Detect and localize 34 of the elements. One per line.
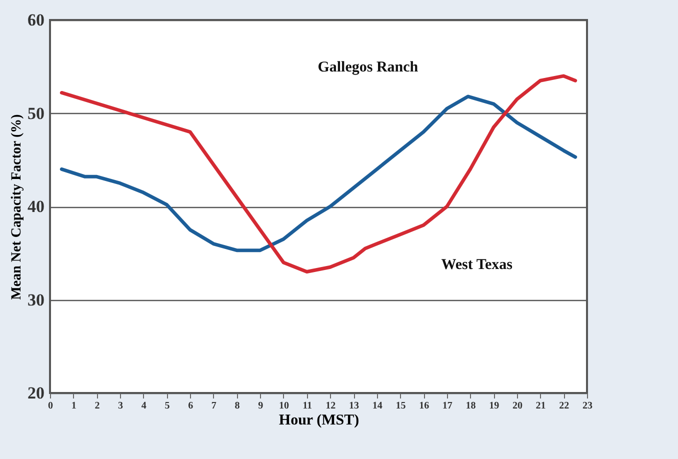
x-tick-label: 13 bbox=[349, 400, 360, 412]
x-tick-label: 11 bbox=[302, 400, 312, 412]
x-tick-label: 9 bbox=[258, 400, 264, 412]
x-tick-label: 0 bbox=[48, 400, 53, 412]
x-tick-label: 23 bbox=[582, 400, 592, 412]
x-tick-label: 1 bbox=[71, 400, 76, 412]
x-tick-label: 8 bbox=[234, 400, 240, 412]
x-tick-label: 7 bbox=[211, 400, 216, 412]
x-tick-label: 6 bbox=[188, 400, 194, 412]
x-tick-label: 5 bbox=[164, 400, 170, 412]
x-tick-label: 16 bbox=[419, 400, 430, 412]
x-tick-label: 3 bbox=[118, 400, 124, 412]
x-tick-label: 19 bbox=[489, 400, 500, 412]
x-tick-label: 2 bbox=[94, 400, 100, 412]
text: Gallegos Ranch bbox=[318, 59, 419, 76]
x-tick-label: 10 bbox=[278, 400, 289, 412]
x-tick-label: 15 bbox=[396, 400, 406, 412]
x-tick-label: 4 bbox=[141, 400, 146, 412]
x-tick-label: 20 bbox=[512, 400, 522, 412]
line-series bbox=[60, 74, 578, 274]
y-tick-label: 60 bbox=[28, 10, 44, 30]
x-tick-label: 17 bbox=[442, 400, 452, 412]
line-series bbox=[60, 94, 578, 252]
x-tick-label: 14 bbox=[372, 400, 382, 412]
x-tick-label: 21 bbox=[536, 400, 546, 412]
text: West Texas bbox=[441, 256, 513, 273]
y-axis-title: Mean Net Capacity Factor (%) bbox=[10, 114, 24, 300]
x-tick-label: 12 bbox=[326, 400, 336, 412]
x-axis-title: Hour (MST) bbox=[278, 412, 360, 428]
y-tick-label: 50 bbox=[28, 104, 44, 123]
y-tick-label: 30 bbox=[28, 290, 44, 310]
x-tick-label: 18 bbox=[466, 400, 476, 412]
x-tick-label: 22 bbox=[559, 400, 570, 412]
y-tick-label: 40 bbox=[28, 197, 44, 216]
